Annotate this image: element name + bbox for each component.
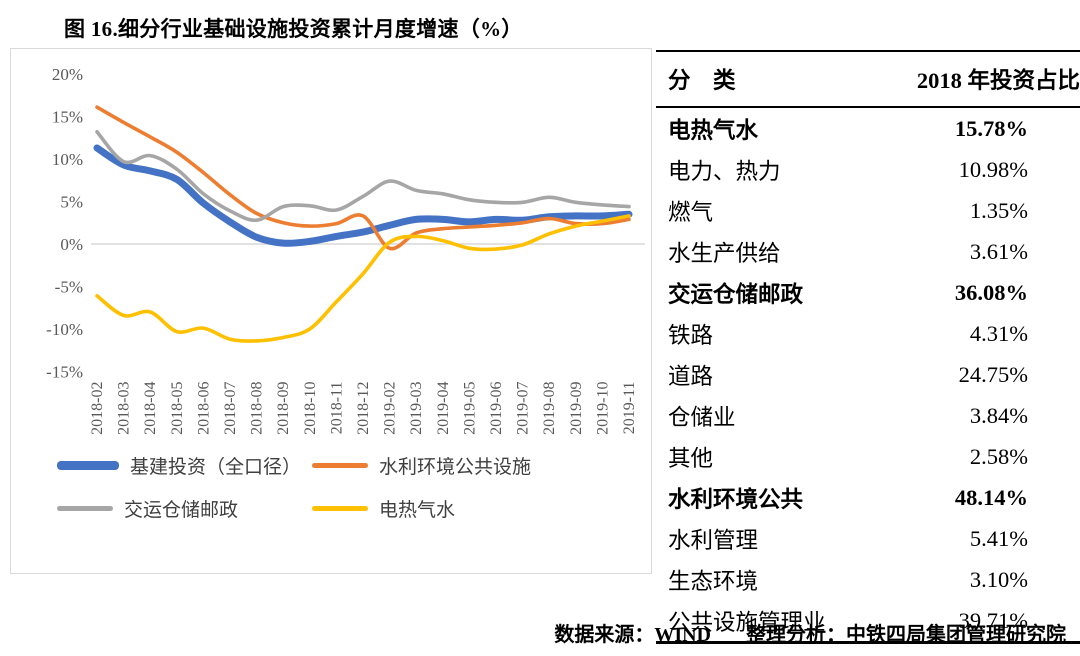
legend-line-icon	[312, 463, 368, 468]
row-label: 燃气	[668, 199, 714, 225]
row-value: 10.98%	[958, 156, 1028, 182]
table-row: 仓储业 3.84%	[656, 395, 1080, 436]
legend-item-3: 电热气水	[312, 495, 651, 522]
x-axis-tick-label: 2018-10	[302, 382, 319, 435]
legend-item-1: 水利环境公共设施	[312, 452, 651, 479]
x-axis-tick-label: 2018-12	[355, 382, 372, 435]
row-value: 5.41%	[969, 525, 1028, 551]
x-axis-tick-label: 2018-07	[222, 382, 239, 435]
x-axis-tick-label: 2018-05	[169, 382, 186, 435]
table-row: 铁路 4.31%	[656, 313, 1080, 354]
x-axis-tick-label: 2019-03	[408, 382, 425, 435]
summary-table: 分 类 2018 年投资占比 电热气水 15.78% 电力、热力 10.98% 燃气 1.…	[656, 50, 1080, 644]
row-label: 其他	[668, 445, 714, 471]
table-row: 水生产供给 3.61%	[656, 231, 1080, 272]
row-value: 39.71%	[958, 607, 1028, 633]
series-line-3	[95, 214, 631, 343]
table-row: 公共设施管理业 39.71%	[656, 600, 1080, 643]
footer-source: 数据来源：WIND	[554, 624, 711, 646]
row-value: 24.75%	[958, 361, 1028, 387]
x-axis-tick-label: 2019-02	[382, 382, 399, 435]
figure-title: 图 16.细分行业基础设施投资累计月度增速（%）	[64, 17, 523, 41]
y-axis-tick-label: 15%	[52, 108, 83, 127]
y-axis-tick-label: 20%	[52, 65, 83, 84]
x-axis-tick-label: 2019-04	[435, 382, 452, 435]
y-axis-tick-label: 0%	[60, 235, 83, 254]
x-axis-tick-label: 2018-08	[249, 382, 266, 435]
legend-label: 交运仓储邮政	[124, 500, 239, 521]
y-axis-tick-label: 10%	[52, 150, 83, 169]
legend-item-0: 基建投资（全口径）	[57, 452, 312, 479]
y-axis-tick-label: 5%	[60, 193, 83, 212]
row-label: 水利管理	[668, 527, 759, 553]
table-panel: 分 类 2018 年投资占比 电热气水 15.78% 电力、热力 10.98% 燃气 1.…	[656, 50, 1080, 644]
table-row: 燃气 1.35%	[656, 190, 1080, 231]
x-axis-tick-label: 2019-09	[568, 382, 585, 435]
y-axis-tick-label: -15%	[46, 363, 83, 382]
table-row: 其他 2.58%	[656, 436, 1080, 477]
y-axis-tick-label: -10%	[46, 320, 83, 339]
footer-note: 数据来源：WIND 整理分析：中铁四局集团管理研究院	[554, 618, 1066, 647]
footer-analysis: 整理分析：中铁四局集团管理研究院	[746, 624, 1066, 646]
x-axis-tick-label: 2018-04	[142, 382, 159, 435]
row-value: 3.10%	[969, 566, 1028, 592]
table-row: 电热气水 15.78%	[656, 107, 1080, 149]
row-value: 2.58%	[969, 443, 1028, 469]
legend-line-icon	[57, 506, 113, 511]
table-row: 水利管理 5.41%	[656, 518, 1080, 559]
row-label: 仓储业	[668, 404, 736, 430]
y-axis-tick-label: -5%	[55, 278, 83, 297]
row-label: 水生产供给	[668, 240, 781, 266]
x-axis-tick-label: 2019-06	[488, 382, 505, 435]
row-label: 道路	[668, 363, 714, 389]
table-row: 生态环境 3.10%	[656, 559, 1080, 600]
table-row: 电力、热力 10.98%	[656, 149, 1080, 190]
row-value: 48.14%	[954, 484, 1028, 510]
x-axis-tick-label: 2019-05	[461, 382, 478, 435]
table-header-share: 2018 年投资占比	[863, 50, 1080, 108]
legend-label: 水利环境公共设施	[379, 457, 532, 478]
x-axis-tick-label: 2019-10	[594, 382, 611, 435]
row-label: 电热气水	[668, 117, 759, 143]
x-axis-tick-label: 2018-11	[328, 382, 345, 435]
table-row: 道路 24.75%	[656, 354, 1080, 395]
series-line-1	[95, 105, 631, 251]
legend-item-2: 交运仓储邮政	[57, 495, 312, 522]
row-label: 交运仓储邮政	[668, 281, 804, 307]
row-label: 生态环境	[668, 568, 759, 594]
legend-label: 电热气水	[379, 500, 456, 521]
table-header-category: 分 类	[656, 50, 864, 108]
x-axis-tick-label: 2018-02	[89, 382, 106, 435]
chart-panel: 20% 15% 10% 5% 0% -5% -10% -15% 2018-02 2018-03 20…	[10, 48, 652, 574]
row-label: 铁路	[668, 322, 714, 348]
x-axis-tick-label: 2018-03	[116, 382, 133, 435]
row-value: 1.35%	[969, 197, 1028, 223]
table-header-row: 分 类 2018 年投资占比	[656, 50, 1080, 108]
row-value: 3.61%	[969, 238, 1028, 264]
row-label: 公共设施管理业	[668, 609, 826, 635]
legend-label: 基建投资（全口径）	[130, 457, 302, 478]
figure-body: 20% 15% 10% 5% 0% -5% -10% -15% 2018-02 2018-03 20…	[0, 48, 1080, 644]
row-value: 4.31%	[969, 320, 1028, 346]
row-value: 36.08%	[954, 279, 1028, 305]
chart-legend: 基建投资（全口径） 水利环境公共设施交运仓储邮政 电热气水	[57, 452, 651, 522]
line-chart: 20% 15% 10% 5% 0% -5% -10% -15% 2018-02 2018-03 20…	[46, 65, 645, 435]
x-axis-tick-label: 2018-09	[275, 382, 292, 435]
x-axis-tick-label: 2019-07	[515, 382, 532, 435]
table-row: 水利环境公共 48.14%	[656, 477, 1080, 518]
row-value: 15.78%	[954, 115, 1028, 141]
series-line-2	[95, 130, 631, 223]
table-row: 交运仓储邮政 36.08%	[656, 272, 1080, 313]
legend-line-icon	[312, 506, 368, 511]
x-axis-tick-label: 2019-08	[541, 382, 558, 435]
row-label: 水利环境公共	[668, 486, 804, 512]
x-axis-tick-label: 2018-06	[195, 382, 212, 435]
row-value: 3.84%	[969, 402, 1028, 428]
legend-line-icon	[57, 461, 119, 470]
row-label: 电力、热力	[668, 158, 781, 184]
x-axis-tick-label: 2019-11	[621, 382, 638, 435]
